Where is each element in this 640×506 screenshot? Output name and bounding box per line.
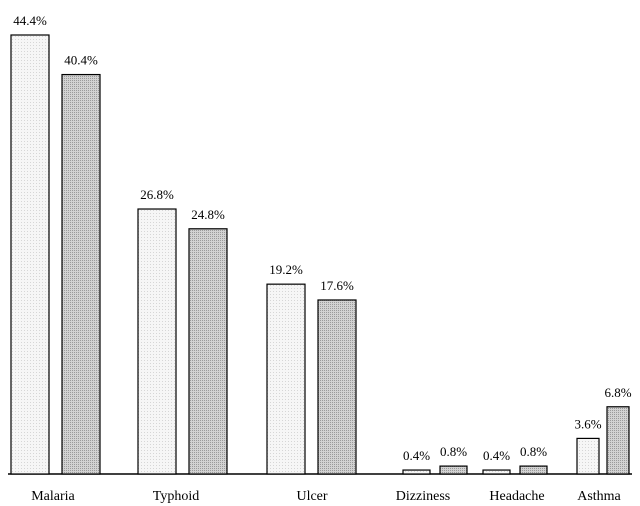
data-label-headache-s2: 0.8% (520, 444, 547, 459)
bar-typhoid-s1 (137, 208, 177, 475)
data-label-typhoid-s1: 26.8% (140, 187, 174, 202)
category-label-dizziness: Dizziness (396, 489, 450, 504)
data-label-ulcer-s1: 19.2% (269, 262, 303, 277)
bar-asthma-s1 (576, 437, 600, 475)
data-label-headache-s1: 0.4% (483, 448, 510, 463)
data-label-malaria-s1: 44.4% (13, 13, 47, 28)
bar-headache-s1 (482, 469, 511, 475)
data-label-malaria-s2: 40.4% (64, 53, 98, 68)
bar-typhoid-s2 (188, 228, 228, 475)
bar-dizziness-s1 (402, 469, 431, 475)
data-label-typhoid-s2: 24.8% (191, 207, 225, 222)
category-label-typhoid: Typhoid (153, 489, 199, 504)
category-label-asthma: Asthma (577, 489, 621, 504)
data-label-asthma-s1: 3.6% (574, 416, 601, 431)
data-label-asthma-s2: 6.8% (604, 385, 631, 400)
bar-asthma-s2 (606, 406, 630, 475)
category-label-ulcer: Ulcer (296, 489, 327, 504)
bar-ulcer-s1 (266, 283, 306, 475)
labels-group: 44.4% 40.4% Malaria 26.8% 24.8% Typhoid 19.2% 1… (13, 13, 632, 504)
bar-ulcer-s2 (317, 299, 357, 475)
bar-malaria-s2 (61, 73, 101, 475)
data-label-ulcer-s2: 17.6% (320, 278, 354, 293)
bars-group (10, 34, 630, 475)
category-label-headache: Headache (489, 489, 544, 504)
bar-headache-s2 (519, 465, 548, 475)
data-label-dizziness-s1: 0.4% (403, 448, 430, 463)
category-label-malaria: Malaria (31, 489, 75, 504)
bar-dizziness-s2 (439, 465, 468, 475)
bar-malaria-s1 (10, 34, 50, 475)
data-label-dizziness-s2: 0.8% (440, 444, 467, 459)
